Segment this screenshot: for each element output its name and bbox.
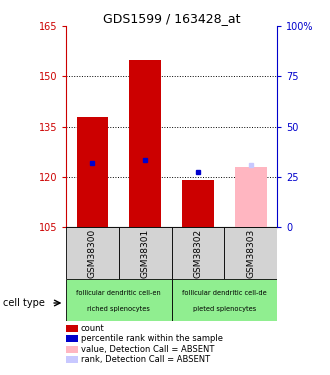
Text: GSM38300: GSM38300 (88, 228, 97, 278)
Text: riched splenocytes: riched splenocytes (87, 306, 150, 312)
Text: GSM38301: GSM38301 (141, 228, 150, 278)
Text: follicular dendritic cell-de: follicular dendritic cell-de (182, 290, 267, 296)
Text: count: count (81, 324, 105, 333)
Bar (172, 279, 277, 321)
Text: GSM38302: GSM38302 (193, 228, 203, 278)
Bar (224, 227, 277, 279)
Text: pleted splenocytes: pleted splenocytes (193, 306, 256, 312)
Bar (66, 227, 119, 279)
Bar (182, 180, 214, 227)
Text: follicular dendritic cell-en: follicular dendritic cell-en (77, 290, 161, 296)
Text: cell type: cell type (3, 298, 45, 308)
Title: GDS1599 / 163428_at: GDS1599 / 163428_at (103, 12, 240, 25)
Bar (235, 166, 267, 227)
Bar (66, 279, 172, 321)
Bar (172, 227, 224, 279)
Text: value, Detection Call = ABSENT: value, Detection Call = ABSENT (81, 345, 214, 354)
Bar (77, 117, 108, 227)
Text: rank, Detection Call = ABSENT: rank, Detection Call = ABSENT (81, 355, 210, 364)
Text: percentile rank within the sample: percentile rank within the sample (81, 334, 223, 343)
Bar (119, 227, 172, 279)
Text: GSM38303: GSM38303 (246, 228, 255, 278)
Bar (129, 60, 161, 227)
